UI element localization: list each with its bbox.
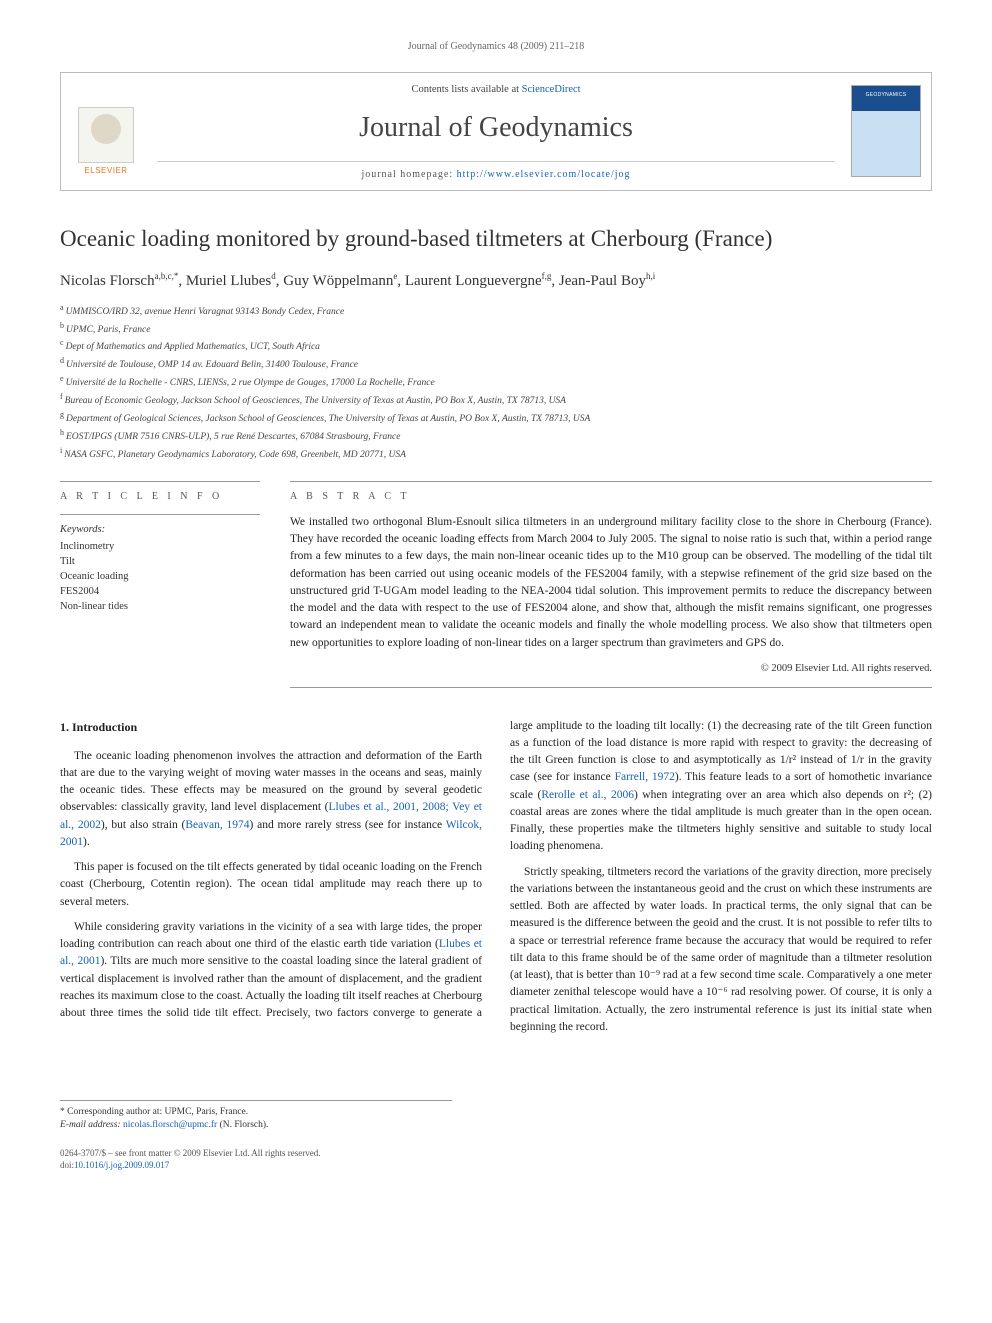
corr-email-link[interactable]: nicolas.florsch@upmc.fr xyxy=(123,1120,217,1130)
body-text: ) and more rarely stress (see for instan… xyxy=(250,819,446,831)
doi-link[interactable]: 10.1016/j.jog.2009.09.017 xyxy=(74,1160,169,1170)
body-para-1: The oceanic loading phenomenon involves … xyxy=(60,748,482,852)
section-heading-1: 1. Introduction xyxy=(60,718,482,736)
citation-link[interactable]: Beavan, 1974 xyxy=(185,819,249,831)
email-label: E-mail address: xyxy=(60,1120,121,1130)
info-rule-mid xyxy=(60,514,260,515)
elsevier-tree-icon xyxy=(78,107,134,163)
abstract-copyright: © 2009 Elsevier Ltd. All rights reserved… xyxy=(290,662,932,677)
email-suffix: (N. Florsch). xyxy=(220,1120,269,1130)
abstract-text: We installed two orthogonal Blum-Esnoult… xyxy=(290,514,932,652)
affiliation-item: iNASA GSFC, Planetary Geodynamics Labora… xyxy=(60,445,932,463)
contents-available-line: Contents lists available at ScienceDirec… xyxy=(157,83,835,98)
abstract-rule-top xyxy=(290,481,932,482)
affiliation-item: dUniversité de Toulouse, OMP 14 av. Edou… xyxy=(60,355,932,373)
abstract-column: A B S T R A C T We installed two orthogo… xyxy=(290,481,932,696)
homepage-link[interactable]: http://www.elsevier.com/locate/jog xyxy=(457,169,631,180)
cover-thumb-cell xyxy=(841,73,931,190)
corr-author-line: * Corresponding author at: UPMC, Paris, … xyxy=(60,1106,452,1119)
journal-cover-thumbnail xyxy=(851,85,921,177)
publisher-name: ELSEVIER xyxy=(84,165,127,176)
keyword-item: Non-linear tides xyxy=(60,599,260,614)
citation-link[interactable]: Rerolle et al., 2006 xyxy=(541,789,634,801)
body-text: While considering gravity variations in … xyxy=(60,921,482,950)
journal-title-cell: Contents lists available at ScienceDirec… xyxy=(151,73,841,190)
info-rule-top xyxy=(60,481,260,482)
body-two-column: 1. Introduction The oceanic loading phen… xyxy=(60,718,932,1037)
affiliation-item: eUniversité de la Rochelle - CNRS, LIENS… xyxy=(60,373,932,391)
corresponding-author-footnote: * Corresponding author at: UPMC, Paris, … xyxy=(60,1100,452,1133)
keywords-list: InclinometryTiltOceanic loadingFES2004No… xyxy=(60,539,260,615)
affiliation-item: cDept of Mathematics and Applied Mathema… xyxy=(60,337,932,355)
elsevier-logo: ELSEVIER xyxy=(71,102,141,182)
article-title: Oceanic loading monitored by ground-base… xyxy=(60,225,932,254)
affiliation-item: bUPMC, Paris, France xyxy=(60,320,932,338)
body-para-2: This paper is focused on the tilt effect… xyxy=(60,859,482,911)
keyword-item: Inclinometry xyxy=(60,539,260,554)
affiliation-item: fBureau of Economic Geology, Jackson Sch… xyxy=(60,391,932,409)
keywords-label: Keywords: xyxy=(60,523,260,538)
corr-email-line: E-mail address: nicolas.florsch@upmc.fr … xyxy=(60,1119,452,1132)
citation-link[interactable]: Farrell, 1972 xyxy=(615,771,675,783)
abstract-heading: A B S T R A C T xyxy=(290,490,932,504)
journal-homepage-line: journal homepage: http://www.elsevier.co… xyxy=(157,161,835,182)
body-text: ), but also strain ( xyxy=(101,819,186,831)
article-info-heading: A R T I C L E I N F O xyxy=(60,490,260,504)
article-info-column: A R T I C L E I N F O Keywords: Inclinom… xyxy=(60,481,260,696)
affiliation-list: aUMMISCO/IRD 32, avenue Henri Varagnat 9… xyxy=(60,302,932,463)
keyword-item: Oceanic loading xyxy=(60,569,260,584)
running-header: Journal of Geodynamics 48 (2009) 211–218 xyxy=(60,40,932,54)
doi-line: doi:10.1016/j.jog.2009.09.017 xyxy=(60,1159,932,1172)
keyword-item: FES2004 xyxy=(60,584,260,599)
homepage-prefix: journal homepage: xyxy=(361,169,456,180)
publisher-logo-cell: ELSEVIER xyxy=(61,73,151,190)
body-para-4: Strictly speaking, tiltmeters record the… xyxy=(510,864,932,1037)
keyword-item: Tilt xyxy=(60,554,260,569)
bottom-meta: 0264-3707/$ – see front matter © 2009 El… xyxy=(60,1147,932,1172)
affiliation-item: aUMMISCO/IRD 32, avenue Henri Varagnat 9… xyxy=(60,302,932,320)
doi-prefix: doi: xyxy=(60,1160,74,1170)
abstract-rule-bottom xyxy=(290,687,932,688)
sciencedirect-link[interactable]: ScienceDirect xyxy=(522,84,581,95)
affiliation-item: gDepartment of Geological Sciences, Jack… xyxy=(60,409,932,427)
author-list: Nicolas Florscha,b,c,*, Muriel Llubesd, … xyxy=(60,270,932,292)
journal-name: Journal of Geodynamics xyxy=(157,108,835,147)
body-text: ). xyxy=(83,836,90,848)
affiliation-item: hEOST/IPGS (UMR 7516 CNRS-ULP), 5 rue Re… xyxy=(60,427,932,445)
front-matter-line: 0264-3707/$ – see front matter © 2009 El… xyxy=(60,1147,932,1160)
journal-header-box: ELSEVIER Contents lists available at Sci… xyxy=(60,72,932,191)
contents-prefix: Contents lists available at xyxy=(411,84,521,95)
